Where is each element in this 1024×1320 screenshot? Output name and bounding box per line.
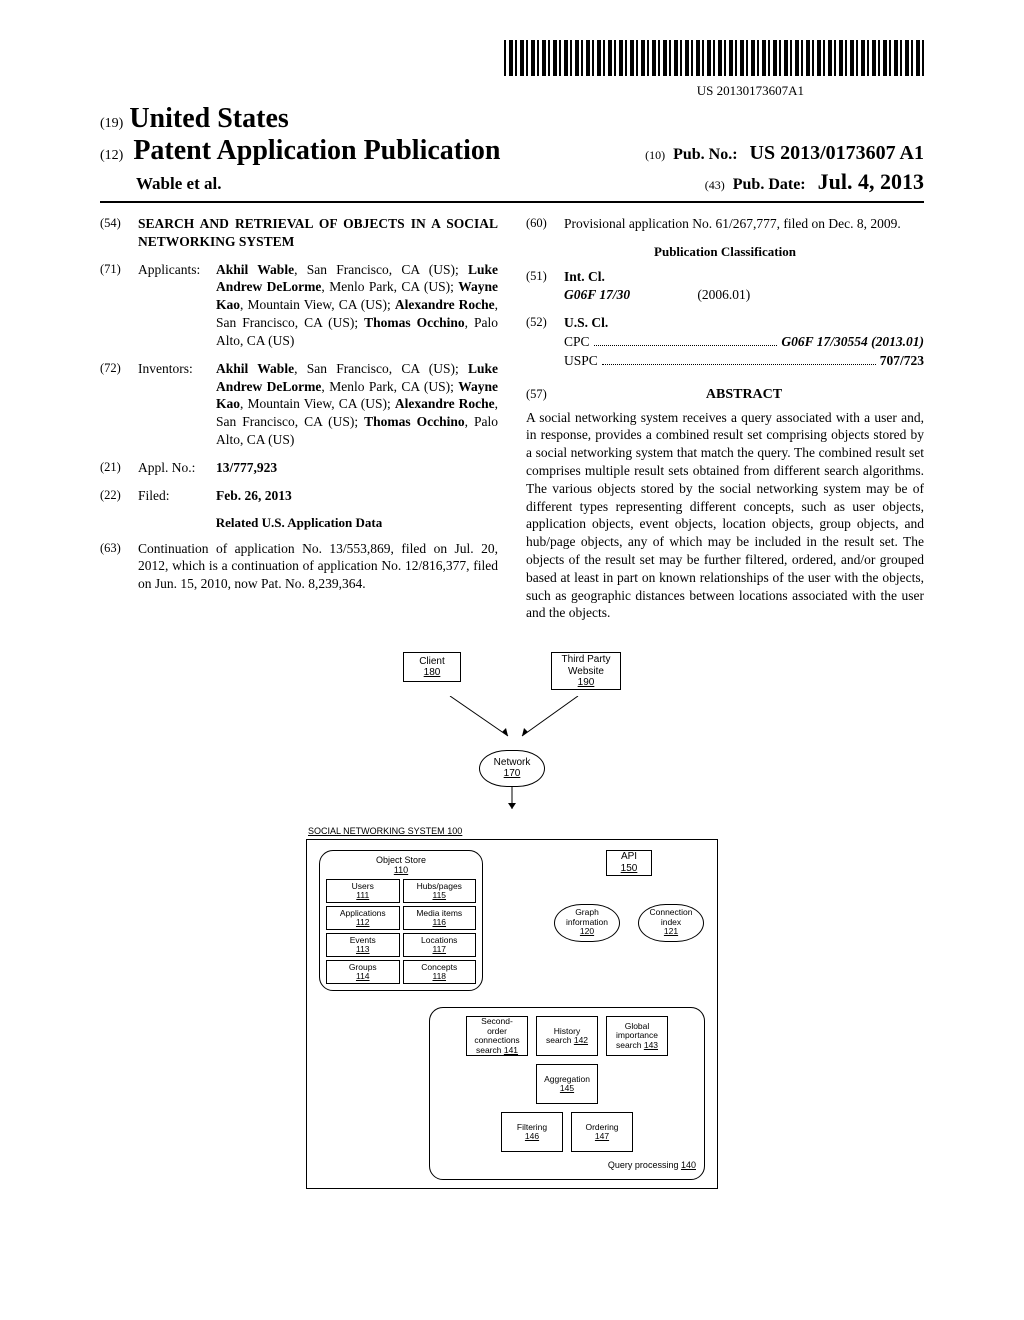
pub-number: US 2013/0173607 A1 [750, 142, 924, 164]
query-processing: Second- order connections search 141 His… [429, 1007, 705, 1179]
barcode-area: US 20130173607A1 [100, 40, 924, 99]
left-column: (54) SEARCH AND RETRIEVAL OF OBJECTS IN … [100, 215, 498, 622]
cell-concepts: Concepts118 [403, 960, 477, 984]
cell-loc: Locations117 [403, 933, 477, 957]
inid-57: (57) [526, 386, 564, 403]
box-api: API 150 [606, 850, 652, 876]
abstract-head: ABSTRACT [564, 386, 924, 404]
field-52: (52) U.S. Cl. CPC G06F 17/30554 (2013.01… [526, 314, 924, 370]
header-block: (19) United States (12) Patent Applicati… [100, 103, 924, 203]
figure-diagram: Client 180 Third Party Website 190 Netwo… [272, 652, 752, 1188]
cell-groups: Groups 114 [326, 960, 400, 984]
inid-19: (19) [100, 116, 123, 132]
object-grid: Users 111 Hubs/pages115 Applications112 … [326, 879, 476, 984]
inid-10: (10) [645, 148, 665, 162]
cell-events: Events 113 [326, 933, 400, 957]
right-column: (60) Provisional application No. 61/267,… [526, 215, 924, 622]
columns: (54) SEARCH AND RETRIEVAL OF OBJECTS IN … [100, 215, 924, 622]
big-box: Object Store 110 Users 111 Hubs/pages115… [306, 839, 718, 1189]
barcode [504, 40, 924, 76]
abstract-body: A social networking system receives a qu… [526, 409, 924, 623]
box-filter: Filtering 146 [501, 1112, 563, 1152]
cell-users: Users 111 [326, 879, 400, 903]
field-54: (54) SEARCH AND RETRIEVAL OF OBJECTS IN … [100, 215, 498, 251]
pubdate-label: Pub. Date: [733, 176, 806, 193]
inid-12: (12) [100, 148, 123, 163]
field-60: (60) Provisional application No. 61/267,… [526, 215, 924, 233]
field-51: (51) Int. Cl. G06F 17/30 (2006.01) [526, 268, 924, 304]
pub-label: Patent Application Publication [133, 135, 500, 166]
pill-conn: Connection index 121 [638, 904, 704, 942]
author: Wable et al. [100, 174, 221, 194]
applicants: Akhil Wable, San Francisco, CA (US); Luk… [216, 261, 498, 350]
box-history: History search 142 [536, 1016, 598, 1056]
sns-label: SOCIAL NETWORKING SYSTEM 100 [308, 826, 752, 836]
box-second-order: Second- order connections search 141 [466, 1016, 528, 1056]
patent-page: US 20130173607A1 (19) United States (12)… [0, 0, 1024, 1320]
box-client: Client 180 [403, 652, 461, 682]
arrows-top [272, 696, 752, 746]
field-63: (63) Continuation of application No. 13/… [100, 540, 498, 593]
country: United States [129, 103, 288, 135]
field-21: (21) Appl. No.: 13/777,923 [100, 459, 498, 477]
cloud-network: Network 170 [479, 750, 546, 787]
classif-head: Publication Classification [526, 243, 924, 260]
qp-title: Query processing 140 [438, 1160, 696, 1170]
pub-date: Jul. 4, 2013 [818, 169, 924, 194]
box-third-party: Third Party Website 190 [551, 652, 621, 690]
pubno-label: Pub. No.: [673, 146, 737, 163]
barcode-text: US 20130173607A1 [100, 83, 924, 99]
box-aggreg: Aggregation 145 [536, 1064, 598, 1104]
inid-43: (43) [705, 178, 725, 192]
field-22: (22) Filed: Feb. 26, 2013 [100, 487, 498, 505]
box-global: Global importance search 143 [606, 1016, 668, 1056]
field-72: (72) Inventors: Akhil Wable, San Francis… [100, 360, 498, 449]
inventors: Akhil Wable, San Francisco, CA (US); Luk… [216, 360, 498, 449]
cell-media: Media items116 [403, 906, 477, 930]
box-order: Ordering 147 [571, 1112, 633, 1152]
related-head: Related U.S. Application Data [100, 514, 498, 531]
pill-graph: Graph information 120 [554, 904, 620, 942]
field-71: (71) Applicants: Akhil Wable, San Franci… [100, 261, 498, 350]
cell-apps: Applications112 [326, 906, 400, 930]
arrow-mid [272, 787, 752, 815]
cell-hubs: Hubs/pages115 [403, 879, 477, 903]
object-store: Object Store 110 Users 111 Hubs/pages115… [319, 850, 483, 992]
